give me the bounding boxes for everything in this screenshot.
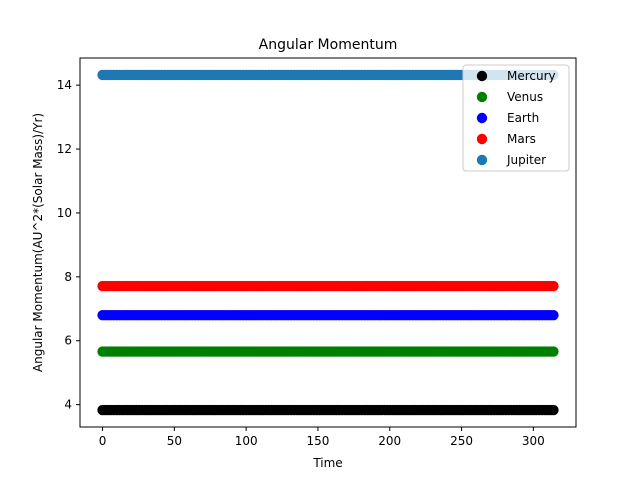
x-tick-label: 150 [306,434,329,448]
y-tick-label: 8 [64,270,72,284]
legend-label: Venus [507,90,543,104]
y-tick-label: 4 [64,398,72,412]
legend-label: Mars [507,132,536,146]
legend-marker [476,70,488,82]
x-tick-label: 0 [99,434,107,448]
y-axis: 4 6 8 10 12 14 [57,78,80,412]
legend-marker [476,91,488,103]
x-tick-label: 300 [522,434,545,448]
x-tick-label: 200 [378,434,401,448]
series-mars [97,280,559,292]
x-tick-label: 50 [167,434,182,448]
series-earth [97,309,559,321]
x-axis: 0 50 100 150 200 250 300 [99,427,545,448]
y-axis-label: Angular Momentum(AU^2*(Solar Mass)/Yr) [31,113,45,372]
series-mercury [97,404,559,416]
legend: Mercury Venus Earth Mars Jupiter [462,64,570,172]
legend-box [462,64,570,172]
legend-marker [476,133,488,145]
legend-marker [476,112,488,124]
y-tick-label: 14 [57,78,72,92]
legend-label: Jupiter [506,153,546,167]
points-layer [97,69,559,416]
data-point [548,280,559,292]
y-tick-label: 10 [57,206,72,220]
x-axis-label: Time [312,456,342,470]
x-tick-label: 100 [235,434,258,448]
legend-label: Mercury [507,69,556,83]
series-venus [97,346,559,357]
plot-frame [79,57,577,428]
chart-title: Angular Momentum [259,37,398,53]
y-tick-label: 12 [57,142,72,156]
data-point [548,404,559,416]
x-tick-label: 250 [450,434,473,448]
legend-marker [476,154,488,166]
legend-label: Earth [507,111,539,125]
data-point [548,309,559,321]
data-point [548,346,559,357]
y-tick-label: 6 [64,334,72,348]
